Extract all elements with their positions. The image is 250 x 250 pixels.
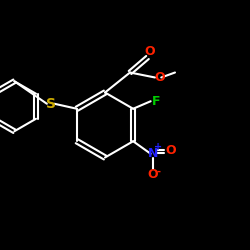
Text: N: N <box>148 147 158 160</box>
Text: +: + <box>154 142 162 152</box>
Text: S: S <box>46 97 56 111</box>
Text: O: O <box>165 144 176 156</box>
Text: O: O <box>148 168 158 181</box>
Text: O: O <box>145 45 155 58</box>
Text: -: - <box>156 166 160 176</box>
Text: F: F <box>152 95 160 108</box>
Text: O: O <box>155 71 165 84</box>
